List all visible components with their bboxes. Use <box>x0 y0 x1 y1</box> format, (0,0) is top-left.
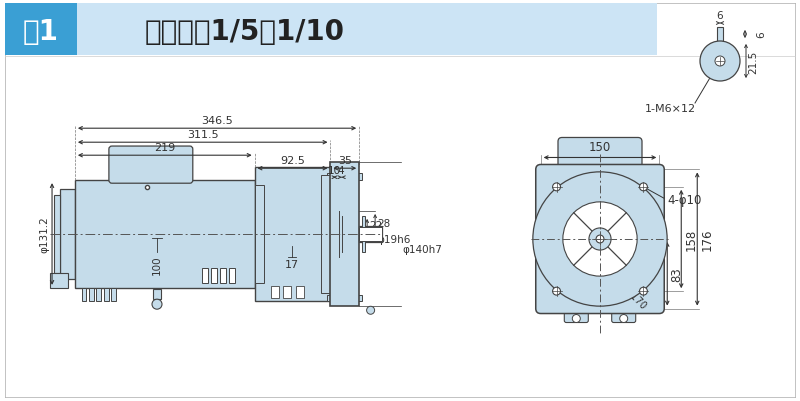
Text: 4: 4 <box>337 166 343 176</box>
Bar <box>202 268 208 283</box>
Circle shape <box>639 288 647 296</box>
Bar <box>254 167 330 302</box>
Text: 減速比、1/5～1/10: 減速比、1/5～1/10 <box>145 18 345 46</box>
FancyBboxPatch shape <box>109 147 193 184</box>
FancyBboxPatch shape <box>564 305 588 323</box>
Text: 158: 158 <box>684 228 698 251</box>
Text: 100: 100 <box>152 255 162 274</box>
Circle shape <box>563 203 637 276</box>
Bar <box>111 288 116 301</box>
Bar <box>359 227 382 242</box>
Text: 311.5: 311.5 <box>187 130 218 140</box>
Bar <box>220 268 226 283</box>
Bar <box>271 287 279 298</box>
Bar <box>77 4 657 56</box>
Text: 83: 83 <box>670 267 683 282</box>
FancyBboxPatch shape <box>558 138 642 176</box>
Circle shape <box>553 183 561 191</box>
Circle shape <box>589 229 611 251</box>
Bar <box>330 162 359 306</box>
Bar <box>89 288 94 301</box>
Text: φ165: φ165 <box>616 274 641 299</box>
Text: 21.5: 21.5 <box>748 50 758 73</box>
Text: 10: 10 <box>328 166 341 176</box>
Text: 35: 35 <box>338 156 352 166</box>
Bar <box>321 176 330 293</box>
Text: φ131.2: φ131.2 <box>39 216 49 253</box>
Circle shape <box>553 288 561 296</box>
Text: 6: 6 <box>717 11 723 21</box>
Bar <box>295 287 304 298</box>
Text: 176: 176 <box>700 228 714 251</box>
Text: 図1: 図1 <box>23 18 59 46</box>
Circle shape <box>700 42 740 82</box>
Bar <box>717 28 723 42</box>
Bar <box>359 228 382 241</box>
Bar <box>96 288 102 301</box>
Text: 28: 28 <box>377 218 390 228</box>
Bar <box>327 174 362 180</box>
Text: 17: 17 <box>286 259 299 269</box>
Bar <box>254 185 265 284</box>
Text: 219: 219 <box>154 143 175 153</box>
Bar <box>327 295 362 302</box>
Text: φ140h7: φ140h7 <box>402 244 442 254</box>
Circle shape <box>620 315 628 323</box>
Bar <box>229 268 235 283</box>
Bar <box>60 189 75 279</box>
Circle shape <box>533 172 667 306</box>
FancyBboxPatch shape <box>612 305 636 323</box>
Bar <box>54 196 60 273</box>
Text: φ19h6: φ19h6 <box>377 235 410 244</box>
Bar <box>211 268 217 283</box>
Circle shape <box>715 57 725 67</box>
Bar <box>75 181 254 288</box>
Bar <box>82 288 86 301</box>
FancyBboxPatch shape <box>536 165 664 314</box>
Text: 92.5: 92.5 <box>280 156 305 166</box>
Bar <box>5 4 77 56</box>
Circle shape <box>366 306 374 314</box>
Bar <box>362 217 365 252</box>
Circle shape <box>572 315 580 323</box>
Text: 150: 150 <box>589 141 611 154</box>
Text: 22: 22 <box>369 221 382 231</box>
Bar <box>153 290 161 300</box>
Bar <box>50 273 69 288</box>
Bar <box>104 288 109 301</box>
Text: 6: 6 <box>756 32 766 38</box>
Bar <box>283 287 291 298</box>
Text: 1-M6×12: 1-M6×12 <box>645 104 696 114</box>
Circle shape <box>152 300 162 310</box>
Text: 4-φ10: 4-φ10 <box>667 194 702 207</box>
Text: 346.5: 346.5 <box>201 116 233 126</box>
Circle shape <box>596 235 604 243</box>
Text: φ170: φ170 <box>624 286 649 311</box>
Circle shape <box>639 183 647 191</box>
